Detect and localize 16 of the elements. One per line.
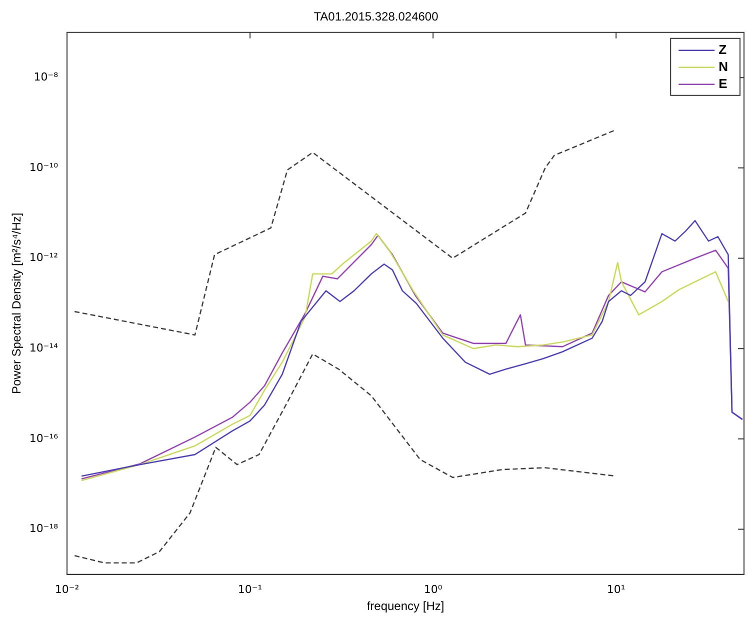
legend-label: E — [718, 76, 728, 91]
y-axis-title: Power Spectral Density [m²/s⁴/Hz] — [10, 212, 24, 394]
x-tick-label: 10⁻¹ — [238, 582, 262, 596]
x-tick-label: 10⁻² — [54, 582, 80, 596]
chart-title: TA01.2015.328.024600 — [314, 10, 439, 24]
y-tick-label: 10⁻¹² — [29, 251, 58, 264]
x-axis-title: frequency [Hz] — [366, 599, 444, 614]
y-tick-label: 10⁻¹⁰ — [29, 160, 59, 174]
legend-label: Z — [718, 42, 727, 57]
y-tick-label: 10⁻¹⁸ — [29, 522, 59, 536]
y-tick-label: 10⁻⁸ — [34, 70, 59, 84]
legend-label: N — [718, 58, 728, 74]
x-tick-label: 10⁰ — [424, 582, 443, 596]
y-tick-label: 10⁻¹⁴ — [29, 341, 59, 354]
x-tick-label: 10¹ — [606, 582, 626, 596]
y-tick-label: 10⁻¹⁶ — [29, 432, 59, 445]
